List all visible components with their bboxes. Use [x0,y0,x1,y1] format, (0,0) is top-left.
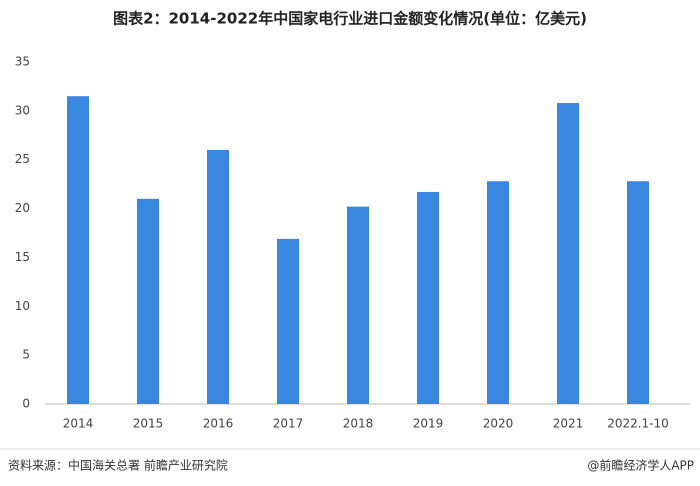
bar [67,96,89,404]
y-tick-label: 30 [15,103,30,117]
chart-title: 图表2：2014-2022年中国家电行业进口金额变化情况(单位：亿美元) [113,10,587,28]
x-tick-label: 2017 [273,417,304,431]
y-tick-label: 10 [15,299,30,313]
bar [277,238,299,404]
x-tick-label: 2020 [483,417,514,431]
bar [417,191,439,404]
x-tick-label: 2015 [133,417,164,431]
source: 资料来源：中国海关总署 前瞻产业研究院 [8,458,228,473]
y-tick-label: 15 [15,250,30,264]
bar [347,206,369,404]
bar [487,181,509,404]
y-tick-label: 25 [15,152,30,166]
bar [137,198,159,404]
y-tick-label: 35 [15,55,30,69]
x-tick-label: 2022.1-10 [607,417,669,431]
bar [207,149,229,404]
y-tick-label: 20 [15,201,30,215]
y-tick-label: 0 [22,397,30,411]
y-tick-label: 5 [22,348,30,362]
x-tick-label: 2021 [553,417,584,431]
x-tick-label: 2019 [413,417,444,431]
bar [557,103,579,404]
credit: @前瞻经济学人APP [587,458,694,473]
x-tick-label: 2014 [63,417,94,431]
x-tick-label: 2018 [343,417,374,431]
bar [627,181,649,404]
x-tick-label: 2016 [203,417,234,431]
